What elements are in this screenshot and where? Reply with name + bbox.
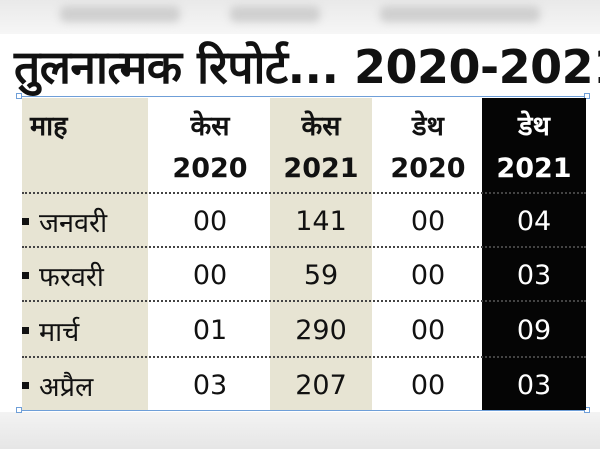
header-deaths-2020-year: 2020	[390, 152, 466, 184]
month-column-background	[22, 98, 148, 410]
background-bottom-strip	[0, 412, 600, 449]
row-separator	[22, 300, 586, 302]
bullet-icon	[22, 217, 29, 225]
bullet-icon	[22, 326, 29, 334]
table-row-month: मार्च	[22, 306, 148, 354]
row-separator	[22, 192, 586, 194]
header-cases-2020-year: 2020	[172, 152, 248, 184]
month-label: फरवरी	[39, 261, 104, 293]
cell-deaths-2021: 09	[516, 314, 552, 346]
header-deaths-2021-year: 2021	[496, 152, 572, 184]
row-separator	[22, 246, 586, 248]
selection-handle[interactable]	[584, 93, 590, 99]
cell-deaths-2020: 00	[410, 205, 446, 237]
cell-cases-2021: 141	[295, 205, 347, 237]
blurred-background-text	[60, 6, 180, 22]
cell-deaths-2021: 03	[516, 369, 552, 401]
row-separator	[22, 356, 586, 358]
cell-deaths-2020: 00	[410, 259, 446, 291]
comparison-table: माह केस 2020 केस 2021 डेथ 2020 डेथ 2021 …	[22, 98, 586, 410]
cell-deaths-2021: 04	[516, 205, 552, 237]
cell-cases-2020: 00	[192, 205, 228, 237]
bullet-icon	[22, 271, 29, 279]
cell-deaths-2020: 00	[410, 314, 446, 346]
table-row-month: अप्रैल	[22, 362, 148, 408]
header-cases-2020-label: केस	[190, 110, 230, 142]
cell-cases-2020: 00	[192, 259, 228, 291]
cell-cases-2021: 59	[303, 259, 339, 291]
month-label: मार्च	[39, 316, 80, 348]
deaths-2021-column-background	[482, 98, 586, 410]
header-cases-2021-label: केस	[301, 110, 341, 142]
blurred-background-text	[380, 6, 540, 22]
table-row-month: फरवरी	[22, 252, 148, 298]
report-title: तुलनात्मक रिपोर्ट... 2020-2021	[14, 40, 600, 94]
cell-deaths-2020: 00	[410, 369, 446, 401]
bullet-icon	[22, 381, 29, 389]
header-deaths-2021-label: डेथ	[518, 110, 550, 142]
cell-cases-2021: 207	[295, 369, 347, 401]
header-deaths-2020-label: डेथ	[412, 110, 444, 142]
selection-handle[interactable]	[584, 407, 590, 413]
cases-2021-column-background	[270, 98, 372, 410]
cell-cases-2020: 01	[192, 314, 228, 346]
cell-deaths-2021: 03	[516, 259, 552, 291]
header-cases-2021-year: 2021	[283, 152, 359, 184]
background-top-strip	[0, 0, 600, 34]
table-row-month: जनवरी	[22, 198, 148, 244]
selection-border-top	[18, 96, 588, 97]
selection-border-bottom	[18, 410, 588, 411]
header-month: माह	[30, 110, 68, 142]
cell-cases-2020: 03	[192, 369, 228, 401]
month-label: जनवरी	[39, 207, 108, 239]
month-label: अप्रैल	[39, 371, 94, 403]
selection-handle[interactable]	[16, 93, 22, 99]
cell-cases-2021: 290	[295, 314, 347, 346]
selection-handle[interactable]	[16, 407, 22, 413]
blurred-background-text	[230, 6, 320, 22]
